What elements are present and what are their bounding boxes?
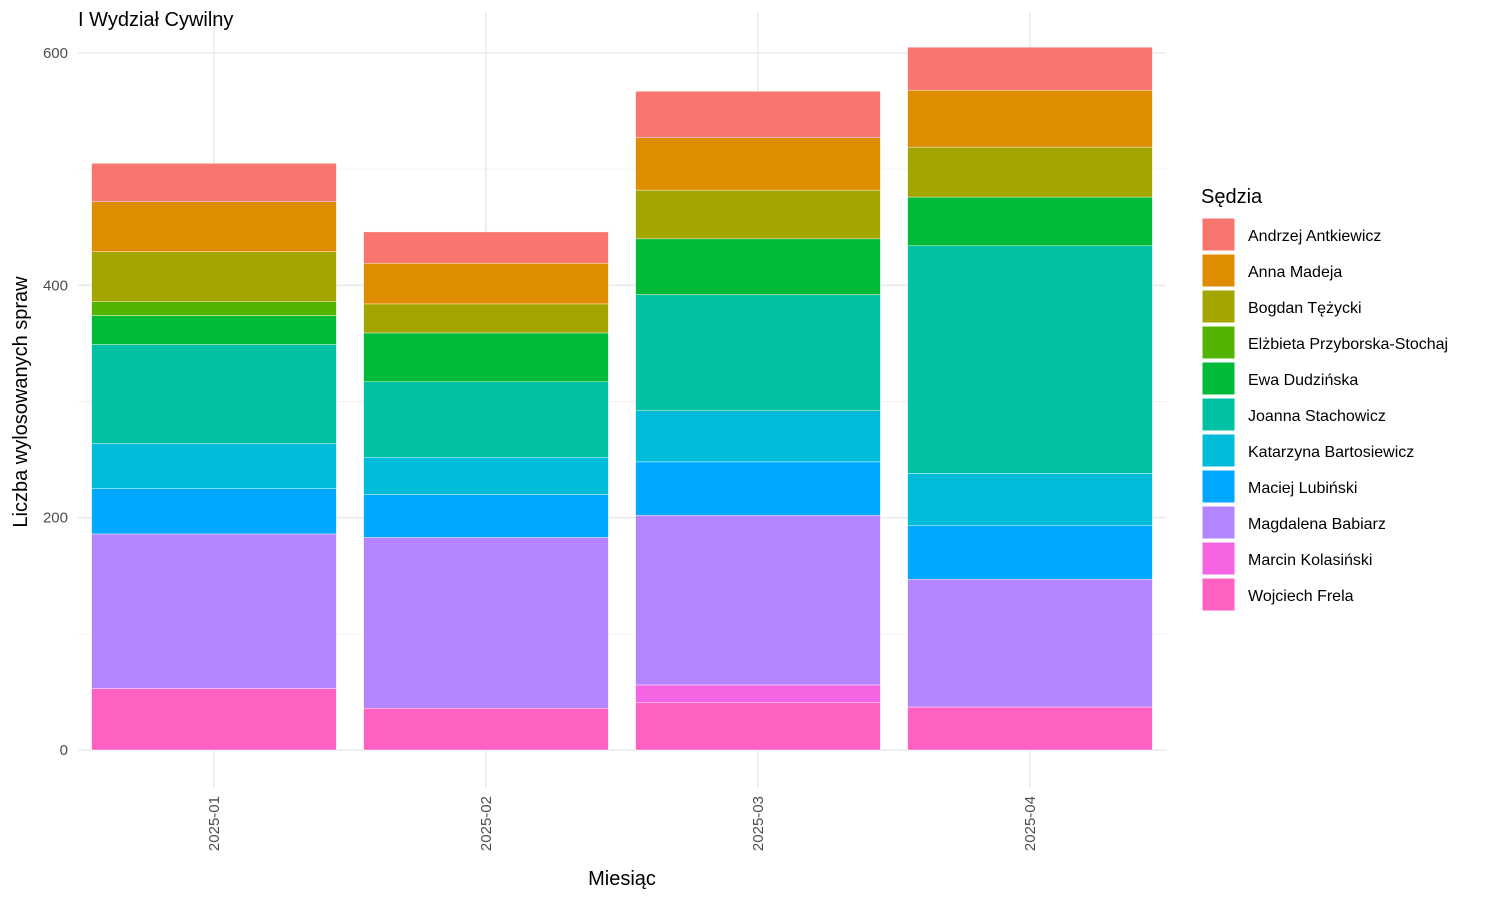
x-axis-title: Miesiąc: [588, 868, 656, 890]
legend-swatch: [1201, 505, 1236, 540]
bar-segment: [91, 201, 337, 252]
bar-segment: [907, 196, 1153, 247]
bar-segment: [907, 46, 1153, 91]
legend-swatch: [1201, 433, 1236, 468]
x-tick-label: 2025-01: [206, 796, 223, 851]
bar-segment: [91, 163, 337, 202]
legend-swatch: [1201, 253, 1236, 288]
legend-label: Wojciech Frela: [1248, 588, 1354, 605]
bar-segment: [91, 533, 337, 689]
y-axis-title: Liczba wylosowanych spraw: [10, 276, 32, 528]
bar-segment: [907, 89, 1153, 148]
bar-segment: [907, 525, 1153, 580]
bar-segment: [635, 515, 881, 686]
legend-label: Maciej Lubiński: [1248, 480, 1357, 497]
legend-label: Bogdan Tężycki: [1248, 300, 1362, 317]
bar-segment: [363, 381, 609, 458]
bar-segment: [635, 461, 881, 516]
bar-segment: [91, 315, 337, 345]
bar-segment: [907, 579, 1153, 708]
axes: 0 200 400 600 2025-01 2025-02 2025-03 2025-04: [43, 45, 1039, 851]
bar-segment: [635, 91, 881, 139]
x-tick-label: 2025-04: [1022, 796, 1039, 851]
legend-swatch: [1201, 361, 1236, 396]
bar-segment: [363, 263, 609, 305]
x-tick-label: 2025-03: [750, 796, 767, 851]
legend: Sędzia Andrzej Antkiewicz Anna Madeja Bogd…: [1201, 186, 1448, 612]
bar-segment: [91, 344, 337, 444]
bar-segment: [363, 457, 609, 495]
legend-swatch: [1201, 325, 1236, 360]
legend-label: Katarzyna Bartosiewicz: [1248, 444, 1414, 461]
bar-segment: [363, 537, 609, 709]
legend-swatch: [1201, 577, 1236, 612]
bar-segment: [363, 494, 609, 538]
bar-segment: [907, 245, 1153, 474]
bar-segment: [635, 294, 881, 411]
legend-label: Ewa Dudzińska: [1248, 372, 1358, 389]
y-tick-label: 400: [43, 277, 68, 294]
y-tick-label: 200: [43, 510, 68, 527]
legend-swatch: [1201, 217, 1236, 252]
bar-segment: [363, 332, 609, 382]
bar-segment: [635, 137, 881, 191]
bar-segment: [91, 488, 337, 535]
legend-label: Elżbieta Przyborska-Stochaj: [1248, 336, 1448, 353]
legend-title: Sędzia: [1201, 186, 1263, 208]
bar-segment: [907, 706, 1153, 751]
bar-segment: [91, 688, 337, 751]
legend-label: Marcin Kolasiński: [1248, 552, 1372, 569]
bar-segment: [363, 303, 609, 334]
bar-segment: [635, 238, 881, 295]
legend-label: Andrzej Antkiewicz: [1248, 228, 1381, 245]
legend-swatch: [1201, 541, 1236, 576]
x-tick-label: 2025-02: [478, 796, 495, 851]
y-tick-label: 0: [60, 742, 68, 759]
legend-label: Joanna Stachowicz: [1248, 408, 1386, 425]
legend-label: Magdalena Babiarz: [1248, 516, 1386, 533]
bars: [91, 46, 1153, 751]
bar-segment: [635, 410, 881, 463]
bar-segment: [363, 707, 609, 751]
bar-segment: [635, 189, 881, 240]
bar-segment: [91, 301, 337, 316]
bar-segment: [907, 473, 1153, 526]
bar-segment: [635, 684, 881, 703]
legend-swatch: [1201, 397, 1236, 432]
bar-segment: [363, 231, 609, 264]
bar-segment: [91, 251, 337, 302]
y-tick-label: 600: [43, 45, 68, 62]
bar-segment: [635, 702, 881, 751]
bar-segment: [907, 146, 1153, 198]
bar-segment: [91, 443, 337, 489]
legend-swatch: [1201, 469, 1236, 504]
legend-label: Anna Madeja: [1248, 264, 1342, 281]
legend-swatch: [1201, 289, 1236, 324]
chart-title: I Wydział Cywilny: [78, 9, 233, 31]
